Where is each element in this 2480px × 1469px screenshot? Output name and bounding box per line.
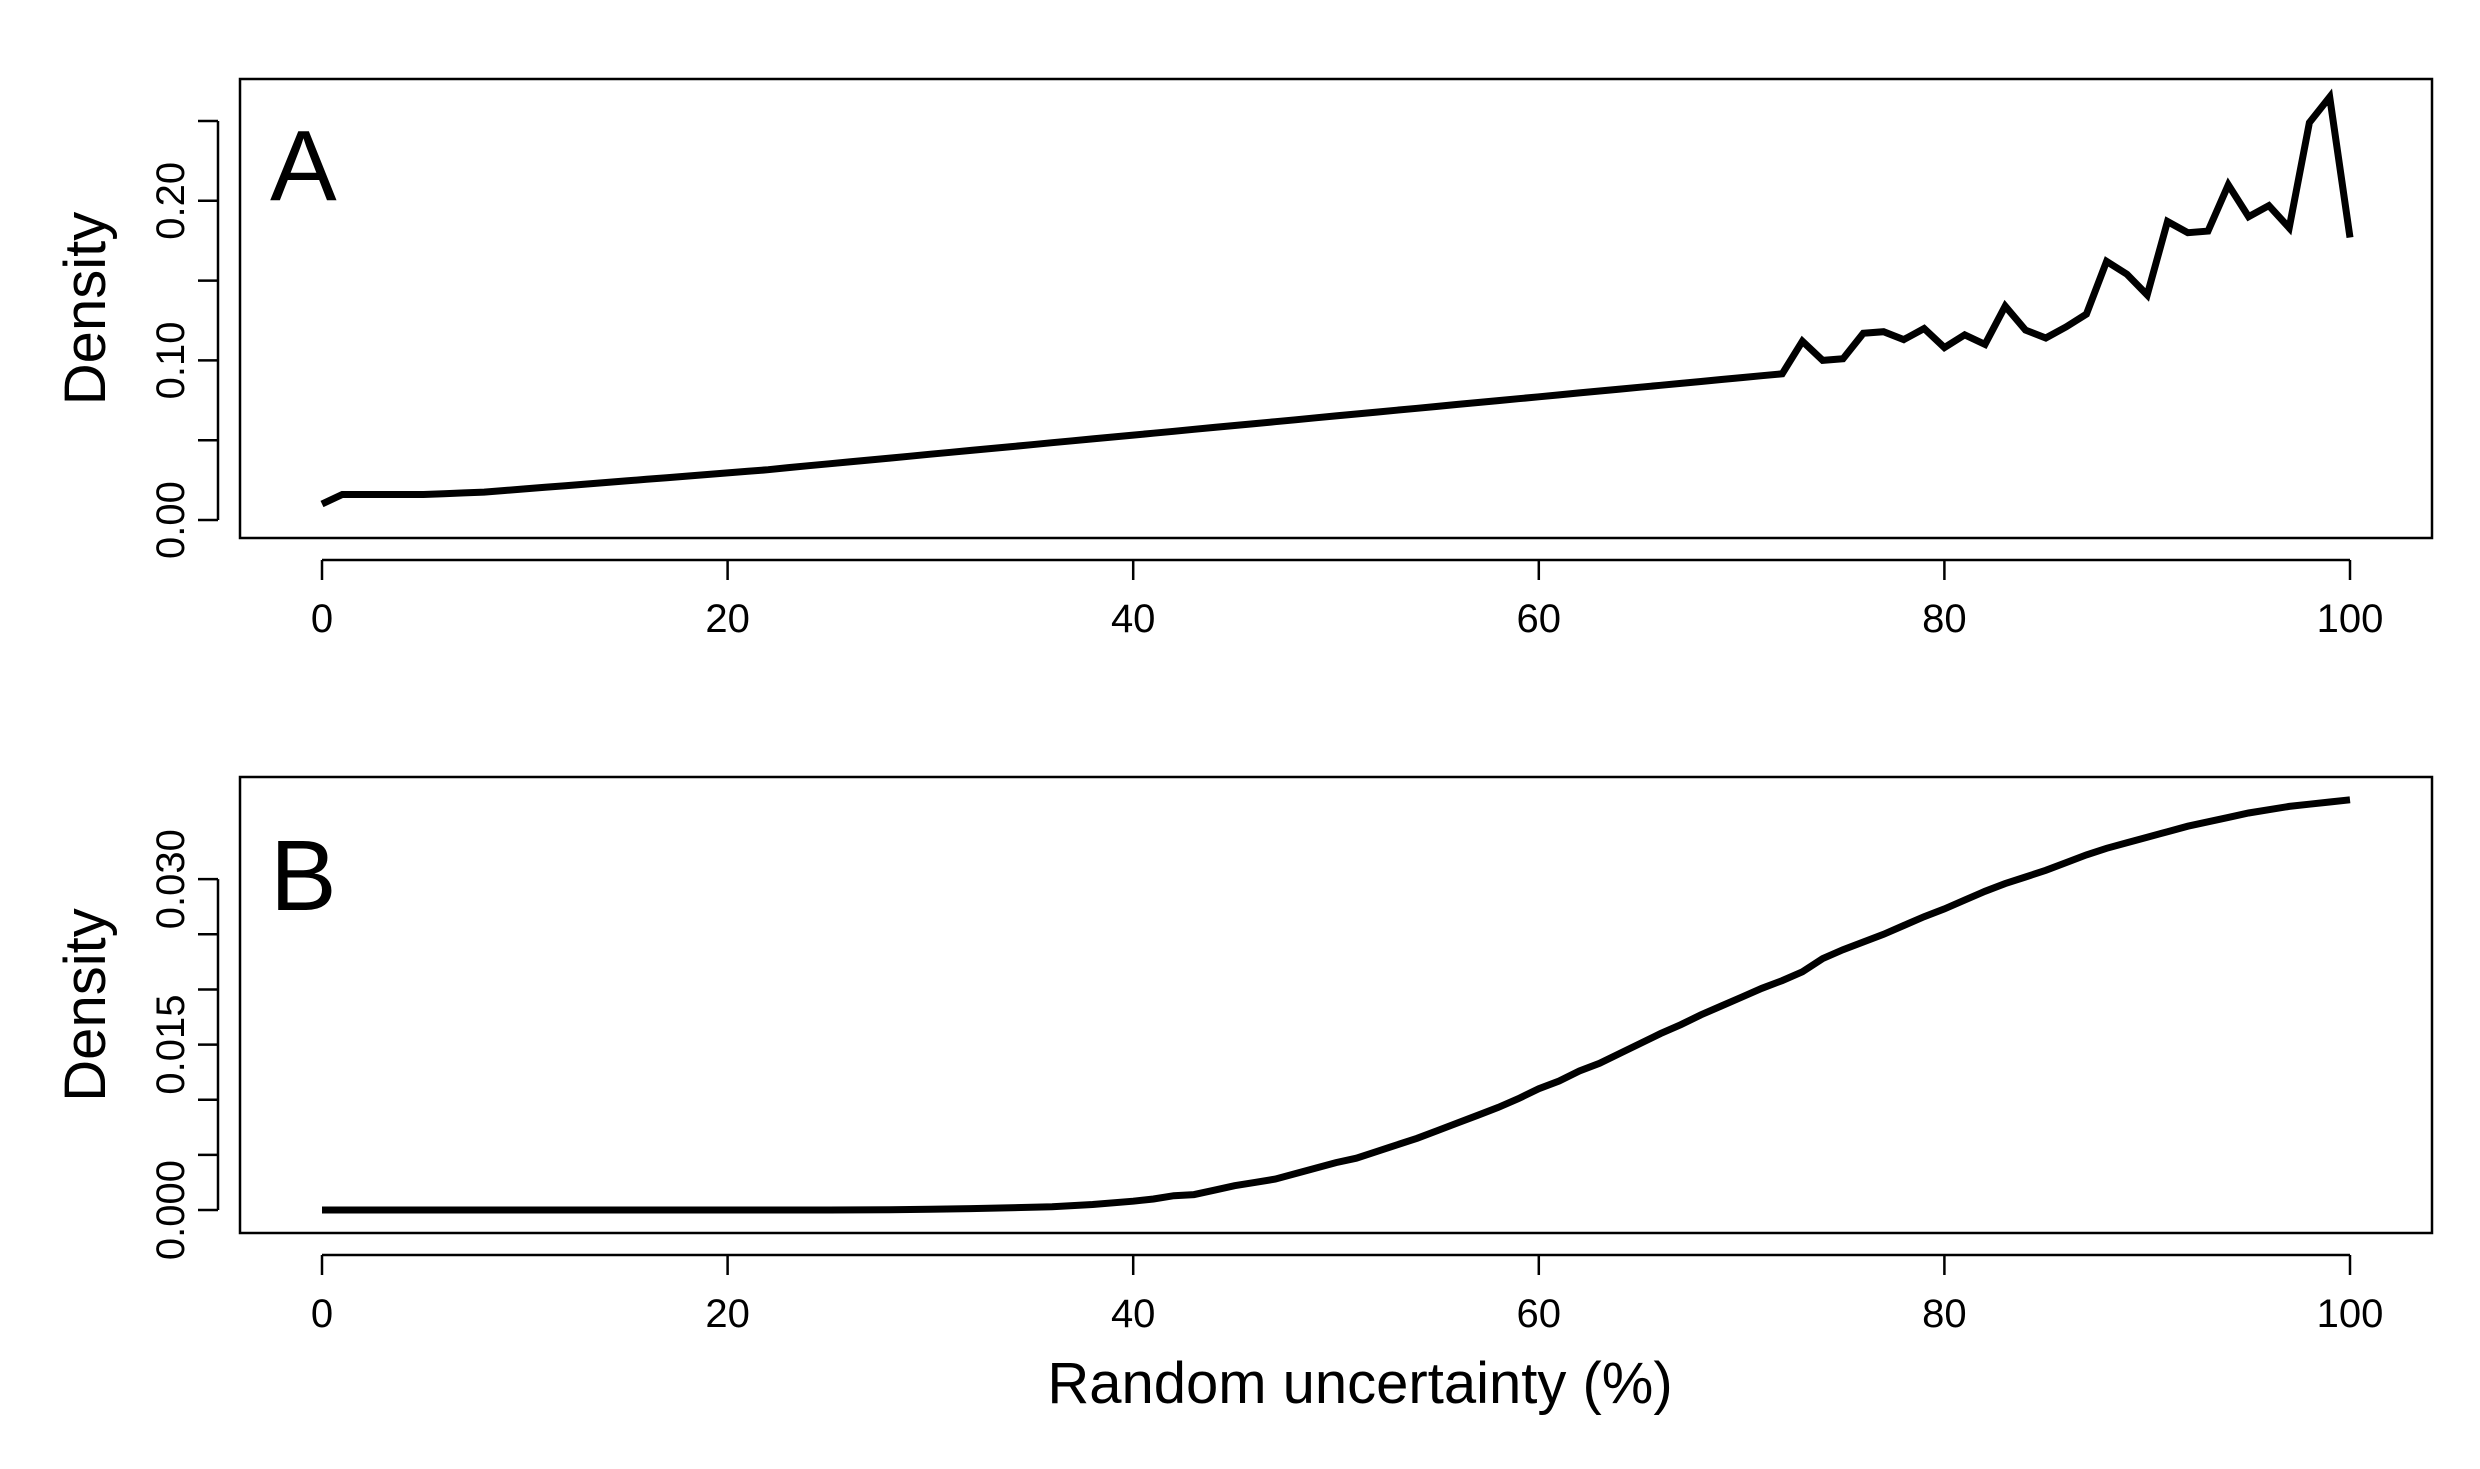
x-tick-label: 80 — [1922, 1292, 1967, 1336]
density-line — [322, 796, 2351, 1214]
y-axis-title: Density — [53, 908, 118, 1101]
y-tick-label: 0.20 — [149, 162, 193, 240]
x-tick-label: 40 — [1111, 597, 1156, 641]
y-tick-label: 0.015 — [149, 995, 193, 1095]
plot-frame — [238, 775, 2434, 1235]
x-tick-label: 60 — [1517, 1292, 1562, 1336]
density-line — [320, 88, 2354, 508]
x-tick-label: 20 — [705, 597, 750, 641]
panel-b: 0 20 40 60 80 100 0.000 0.015 0.030 Density Random… — [53, 775, 2434, 1416]
y-tick-label: 0.00 — [149, 481, 193, 559]
y-axis: 0.00 0.10 0.20 — [149, 119, 220, 559]
y-tick-label: 0.030 — [149, 829, 193, 929]
x-axis: 0 20 40 60 80 100 — [311, 558, 2384, 641]
x-tick-label: 40 — [1111, 1292, 1156, 1336]
x-tick-label: 60 — [1517, 597, 1562, 641]
x-tick-label: 0 — [311, 1292, 333, 1336]
y-axis-title: Density — [53, 212, 118, 405]
x-tick-label: 0 — [311, 597, 333, 641]
y-axis: 0.000 0.015 0.030 — [149, 829, 220, 1260]
x-tick-label: 100 — [2317, 597, 2384, 641]
x-axis-title: Random uncertainty (%) — [1047, 1351, 1672, 1416]
panel-a: 0 20 40 60 80 100 0.00 0.10 0.20 Density A — [53, 77, 2434, 641]
x-tick-label: 80 — [1922, 597, 1967, 641]
x-tick-label: 20 — [705, 1292, 750, 1336]
x-axis: 0 20 40 60 80 100 — [311, 1253, 2384, 1336]
plot-frame — [238, 77, 2434, 540]
y-tick-label: 0.000 — [149, 1160, 193, 1260]
x-tick-label: 100 — [2317, 1292, 2384, 1336]
y-tick-label: 0.10 — [149, 321, 193, 399]
panel-label: A — [270, 110, 337, 222]
panel-label: B — [270, 820, 337, 932]
